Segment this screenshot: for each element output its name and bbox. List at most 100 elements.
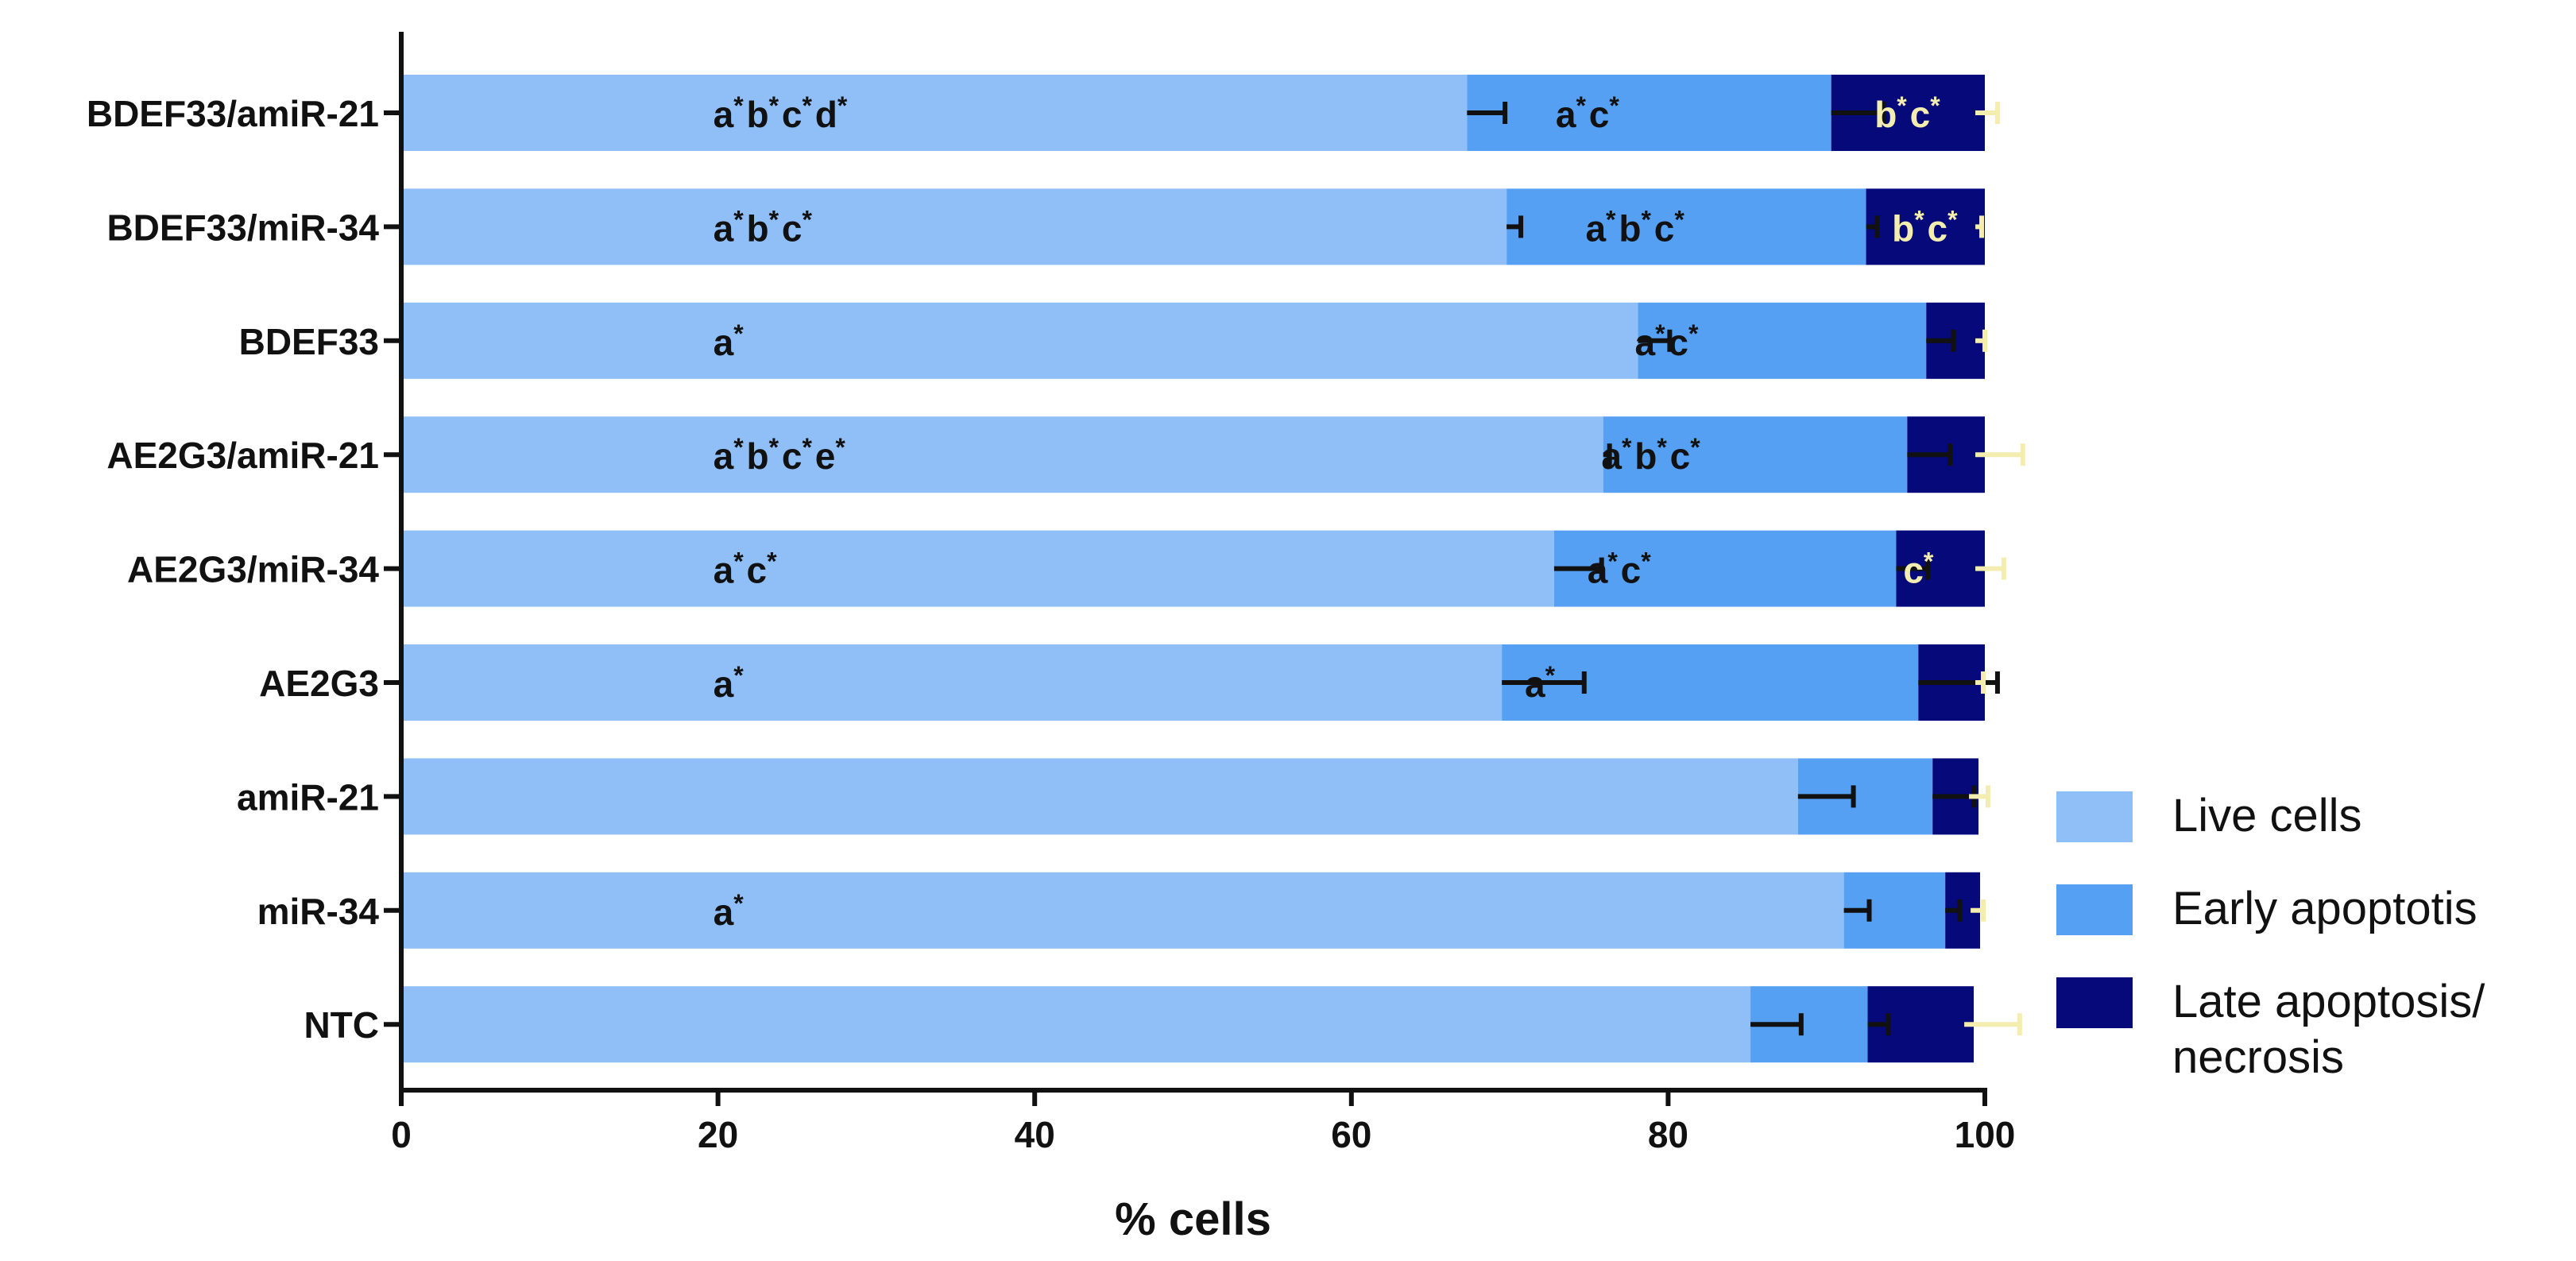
x-tick-label: 100	[1955, 1114, 2016, 1155]
y-tick-label: miR-34	[257, 891, 380, 932]
bar-live-6	[401, 758, 1798, 835]
sig-letter: c	[1621, 550, 1642, 591]
x-tick-label: 80	[1648, 1114, 1688, 1155]
sig-star: *	[1607, 547, 1618, 576]
error-bar-1-3	[1907, 443, 1953, 466]
sig-letter: a	[1585, 207, 1606, 249]
error-bar-0-4	[1553, 557, 1604, 580]
error-bar-1-4	[1896, 557, 1931, 580]
sig-letter: c	[1670, 435, 1691, 477]
sig-star: *	[1674, 205, 1684, 234]
error-bar-0-0	[1467, 102, 1508, 124]
sig-star: *	[733, 661, 744, 690]
sig-star: *	[1606, 205, 1616, 234]
bar-live-5	[401, 644, 1503, 721]
x-tick-label: 0	[391, 1114, 412, 1155]
y-tick-label: BDEF33/miR-34	[106, 207, 379, 248]
sig-star: *	[733, 433, 744, 462]
sig-late-1: b* c*	[1892, 205, 1960, 249]
sig-spacer	[845, 435, 849, 477]
y-tick-label: BDEF33	[239, 321, 379, 362]
sig-live-7: a*	[714, 889, 747, 933]
sig-live-0: a* b* c* d*	[714, 91, 851, 135]
legend-label: Late apoptosis/necrosis	[2172, 976, 2485, 1083]
sig-letter: a	[714, 322, 734, 363]
sig-star: *	[769, 205, 779, 234]
sig-star: *	[835, 433, 845, 462]
bar-early-4	[1553, 530, 1897, 607]
sig-star: *	[733, 319, 744, 348]
sig-late-0: b* c*	[1874, 91, 1943, 135]
sig-letter: b	[746, 94, 768, 135]
error-bar-1-2	[1926, 329, 1956, 352]
sig-letter: a	[1556, 94, 1576, 135]
sig-letter: b	[1619, 207, 1641, 249]
bar-live-0	[401, 75, 1468, 151]
sig-star: *	[1641, 547, 1651, 576]
significance-annotations: a* b* c* d* a* b* c* a* a* b* c* e* a* c…	[714, 91, 1960, 933]
sig-live-4: a* c*	[714, 547, 780, 591]
bar-late-1	[1866, 188, 1985, 265]
error-bar-0-2	[1638, 329, 1673, 352]
bar-live-7	[401, 872, 1844, 949]
legend-label-line: Live cells	[2172, 790, 2362, 841]
sig-spacer	[1555, 663, 1558, 705]
sig-live-1: a* b* c*	[714, 205, 815, 249]
error-bar-2-8	[1964, 1013, 2022, 1036]
sig-spacer	[1698, 322, 1701, 363]
sig-star: *	[1609, 91, 1619, 120]
sig-letter: e	[815, 435, 836, 477]
x-tick-label: 60	[1331, 1114, 1371, 1155]
sig-live-5: a*	[714, 661, 747, 705]
x-tick-label: 20	[698, 1114, 738, 1155]
sig-star: *	[1622, 433, 1632, 462]
sig-early-4: a* c*	[1588, 547, 1654, 591]
bar-live-8	[401, 986, 1751, 1063]
sig-star: *	[767, 547, 777, 576]
sig-star: *	[1914, 205, 1924, 234]
sig-letter: d	[815, 94, 837, 135]
sig-spacer	[744, 892, 747, 933]
bar-live-1	[401, 188, 1507, 265]
legend-label-line: Late apoptosis/	[2172, 976, 2485, 1027]
sig-letter: a	[714, 207, 734, 249]
sig-letter: a	[714, 550, 734, 591]
sig-star: *	[769, 433, 779, 462]
sig-spacer	[1940, 94, 1944, 135]
sig-letter: c	[782, 94, 803, 135]
legend-item-0: Live cells	[2056, 790, 2362, 842]
sig-spacer	[777, 550, 780, 591]
legend-swatch	[2056, 791, 2133, 842]
sig-letter: a	[1635, 322, 1656, 363]
error-bar-1-7	[1945, 899, 1963, 922]
sig-letter: c	[1910, 94, 1931, 135]
sig-letter: c	[1928, 207, 1948, 249]
error-bar-2-4	[1975, 557, 2006, 580]
sig-star: *	[1688, 319, 1699, 348]
x-tick-label: 40	[1015, 1114, 1055, 1155]
sig-star: *	[1641, 205, 1651, 234]
sig-star: *	[802, 205, 812, 234]
sig-letter: c	[1654, 207, 1675, 249]
sig-star: *	[1690, 433, 1700, 462]
sig-star: *	[733, 889, 744, 918]
sig-letter: c	[782, 435, 803, 477]
y-tick-label: AE2G3	[259, 663, 379, 704]
sig-star: *	[1897, 91, 1907, 120]
sig-live-2: a*	[714, 319, 747, 363]
sig-star: *	[1545, 661, 1556, 690]
bar-live-3	[401, 416, 1603, 493]
bar-live-2	[401, 302, 1638, 379]
sig-letter: b	[1634, 435, 1657, 477]
bar-early-2	[1638, 302, 1927, 379]
error-bar-1-8	[1867, 1013, 1891, 1036]
sig-letter: b	[746, 207, 768, 249]
bar-early-1	[1507, 188, 1866, 265]
sig-letter: a	[1588, 550, 1608, 591]
sig-spacer	[812, 207, 815, 249]
sig-star: *	[802, 433, 812, 462]
sig-star: *	[1930, 91, 1940, 120]
sig-spacer	[1933, 550, 1936, 591]
sig-live-3: a* b* c* e*	[714, 433, 849, 477]
